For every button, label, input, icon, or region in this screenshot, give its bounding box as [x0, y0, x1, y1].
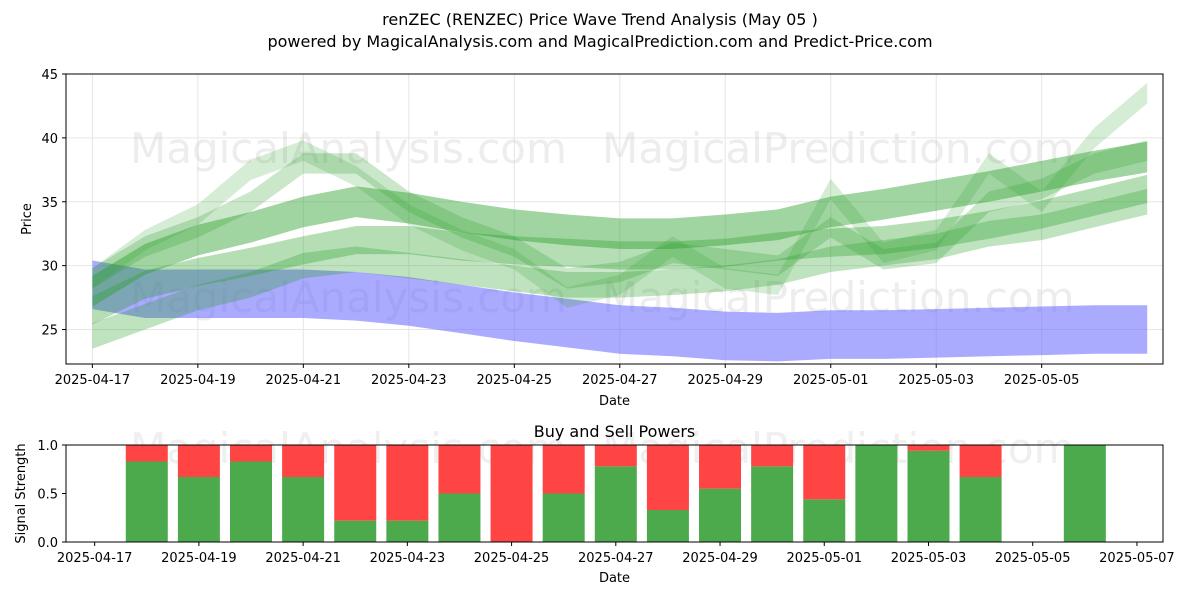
buy-power-bar	[1063, 445, 1106, 542]
signal-ytick-label: 0.0	[37, 536, 58, 551]
sell-power-bar	[282, 445, 325, 478]
buy-power-bar	[230, 461, 273, 542]
price-xtick-label: 2025-04-19	[160, 373, 236, 388]
green-wave-band	[92, 174, 1148, 325]
signal-xtick-label: 2025-05-01	[786, 551, 862, 566]
price-xtick-label: 2025-04-29	[687, 373, 763, 388]
sell-power-bar	[594, 445, 637, 467]
price-plot-frame	[65, 73, 1164, 365]
price-ytick-label: 45	[41, 68, 58, 83]
signal-xtick-label: 2025-04-21	[265, 551, 341, 566]
watermark: MagicalAnalysis.com	[130, 124, 567, 173]
price-xtick-label: 2025-05-01	[793, 373, 869, 388]
signal-xtick-label: 2025-04-25	[474, 551, 550, 566]
price-xtick-label: 2025-05-03	[898, 373, 974, 388]
sell-power-bar	[177, 445, 220, 478]
chart-title: renZEC (RENZEC) Price Wave Trend Analysi…	[382, 10, 818, 29]
buy-power-bar	[542, 493, 585, 542]
sell-power-bar	[230, 445, 273, 462]
price-ytick-label: 25	[41, 324, 58, 339]
chart-subtitle: powered by MagicalAnalysis.com and Magic…	[267, 32, 933, 51]
sell-power-bar	[438, 445, 481, 494]
price-x-axis-label: Date	[599, 394, 630, 409]
sell-power-bar	[699, 445, 742, 489]
sell-power-bar	[646, 445, 689, 510]
buy-power-bar	[907, 450, 950, 542]
buy-power-bar	[282, 477, 325, 542]
buy-sell-chart-title: Buy and Sell Powers	[534, 422, 696, 441]
price-xtick-label: 2025-04-21	[266, 373, 342, 388]
buy-power-bar	[438, 493, 481, 542]
buy-power-bar	[646, 509, 689, 542]
price-ytick-label: 35	[41, 196, 58, 211]
buy-power-bar	[751, 466, 794, 542]
price-ytick-label: 40	[41, 132, 58, 147]
buy-power-bar	[177, 477, 220, 542]
signal-x-axis-label: Date	[599, 571, 630, 586]
signal-xtick-label: 2025-04-17	[57, 551, 133, 566]
signal-y-axis-label: Signal Strength	[14, 443, 29, 543]
sell-power-bar	[959, 445, 1002, 478]
signal-xtick-label: 2025-04-23	[370, 551, 446, 566]
blue-trend-band	[92, 260, 1148, 362]
signal-xtick-label: 2025-04-19	[161, 551, 237, 566]
sell-power-bar	[334, 445, 377, 521]
sell-power-bar	[751, 445, 794, 467]
green-wave-band	[92, 82, 1148, 308]
sell-power-bar	[386, 445, 429, 521]
sell-power-bar	[125, 445, 168, 462]
sell-power-bar	[490, 445, 533, 542]
green-wave-band	[92, 189, 1148, 349]
buy-power-bar	[334, 520, 377, 542]
sell-power-bar	[907, 445, 950, 451]
sell-power-bar	[803, 445, 846, 500]
buy-power-bar	[959, 477, 1002, 542]
buy-power-bar	[594, 466, 637, 542]
signal-xtick-label: 2025-05-03	[891, 551, 967, 566]
price-bands-group	[92, 82, 1148, 362]
price-ytick-label: 30	[41, 260, 58, 275]
signal-xtick-label: 2025-04-29	[682, 551, 758, 566]
buy-power-bar	[386, 520, 429, 542]
sell-power-bar	[542, 445, 585, 494]
price-xtick-label: 2025-04-23	[371, 373, 447, 388]
buy-power-bar	[125, 461, 168, 542]
price-xtick-label: 2025-04-17	[55, 373, 131, 388]
signal-ytick-label: 1.0	[37, 439, 58, 454]
price-xtick-label: 2025-04-25	[477, 373, 553, 388]
buy-power-bar	[855, 445, 898, 542]
signal-xtick-label: 2025-04-27	[578, 551, 654, 566]
signal-ytick-label: 0.5	[37, 488, 58, 503]
signal-xtick-label: 2025-05-07	[1099, 551, 1175, 566]
buy-power-bar	[803, 499, 846, 542]
price-y-axis-label: Price	[20, 203, 35, 235]
price-xtick-label: 2025-04-27	[582, 373, 658, 388]
green-wave-band	[92, 140, 1148, 289]
watermark: MagicalPrediction.com	[602, 124, 1075, 173]
signal-xtick-label: 2025-05-05	[995, 551, 1071, 566]
green-wave-band	[92, 141, 1148, 307]
buy-power-bar	[699, 488, 742, 542]
price-xtick-label: 2025-05-05	[1004, 373, 1080, 388]
